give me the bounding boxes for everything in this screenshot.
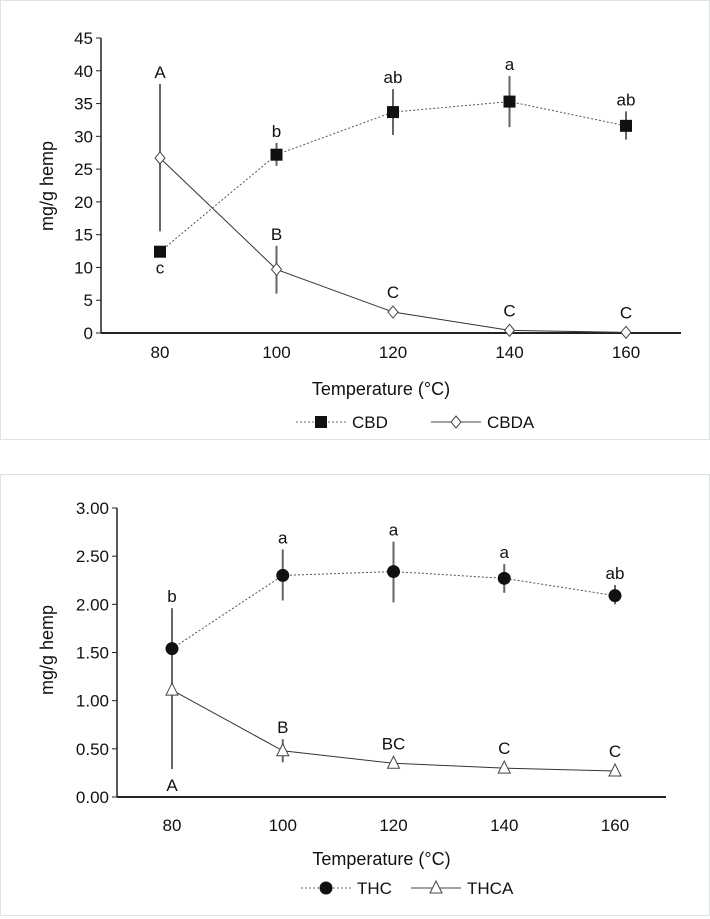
x-tick-label: 120: [379, 816, 407, 835]
data-point-thca: [608, 762, 622, 777]
x-tick-label: 100: [262, 343, 290, 362]
chart-cbd: 0 5 10 15 20 25 30 35 40 45 80 100 120 140 160 Temperat…: [37, 29, 681, 432]
data-point-cbd: [270, 148, 283, 161]
chart-panel-cbd: 0 5 10 15 20 25 30 35 40 45 80 100 120 140 160 Temperat…: [0, 0, 710, 440]
y-tick-label: 0.00: [76, 788, 109, 807]
y-tick-label: 20: [74, 193, 93, 212]
significance-letter: c: [156, 259, 165, 278]
data-point-cbd: [620, 119, 632, 132]
y-tick-label: 2.50: [76, 547, 109, 566]
series-line-thc: [171, 571, 616, 650]
y-tick-label: 10: [74, 258, 93, 277]
legend-marker-thc: [319, 881, 333, 895]
significance-letter: A: [166, 776, 178, 795]
data-point-thca: [386, 755, 401, 769]
data-point-cbda: [503, 323, 516, 338]
data-point-thc: [276, 568, 290, 582]
data-point-cbda: [154, 151, 166, 165]
y-tick-label: 1.00: [76, 692, 109, 711]
data-point-thca: [165, 681, 179, 696]
y-tick-label: 35: [74, 95, 93, 114]
y-tick-label: 1.50: [76, 644, 109, 663]
legend-label-cbd: CBD: [352, 413, 388, 432]
significance-letter: C: [387, 283, 399, 302]
significance-letter: a: [389, 521, 399, 540]
data-point-thca: [497, 759, 512, 774]
data-point-cbda: [620, 325, 632, 340]
y-tick-label: 40: [74, 62, 93, 81]
legend-marker-thca: [429, 879, 443, 894]
significance-letter: C: [609, 742, 621, 761]
data-point-cbda: [270, 262, 283, 277]
significance-letter: a: [505, 55, 515, 74]
x-tick-label: 160: [601, 816, 629, 835]
significance-letter: b: [272, 122, 281, 141]
data-point-thca: [275, 742, 290, 757]
x-tick-label: 140: [490, 816, 518, 835]
x-axis-title: Temperature (°C): [312, 379, 450, 399]
data-point-cbd: [154, 245, 166, 258]
significance-letter: C: [503, 301, 515, 320]
significance-letter: C: [498, 739, 510, 758]
significance-letter: ab: [617, 90, 636, 109]
y-axis-title: mg/g hemp: [37, 141, 57, 231]
significance-letter: C: [620, 303, 632, 322]
x-tick-label: 80: [163, 816, 182, 835]
y-tick-label: 15: [74, 226, 93, 245]
legend-label-thca: THCA: [467, 879, 514, 898]
x-tick-label: 100: [269, 816, 297, 835]
significance-letter: B: [277, 718, 288, 737]
y-tick-label: 3.00: [76, 499, 109, 518]
data-point-cbd: [387, 106, 399, 119]
y-tick-label: 30: [74, 127, 93, 146]
data-point-thc: [608, 589, 622, 603]
significance-letter: a: [278, 528, 288, 547]
significance-letter: ab: [384, 68, 403, 87]
significance-letter: BC: [382, 734, 406, 753]
y-tick-label: 0: [84, 324, 93, 343]
y-tick-label: 2.00: [76, 595, 109, 614]
y-tick-label: 0.50: [76, 740, 109, 759]
data-point-cbda: [387, 305, 399, 319]
y-tick-label: 45: [74, 29, 93, 48]
chart-thc: 0.00 0.50 1.00 1.50 2.00 2.50 3.00 80 100 120 140 1…: [37, 499, 666, 898]
significance-letter: b: [167, 587, 176, 606]
x-tick-label: 120: [379, 343, 407, 362]
x-axis-title: Temperature (°C): [312, 849, 450, 869]
significance-letter: a: [500, 543, 510, 562]
chart-panel-thc: 0.00 0.50 1.00 1.50 2.00 2.50 3.00 80 100 120 140 1…: [0, 474, 710, 916]
y-axis-title: mg/g hemp: [37, 605, 57, 695]
data-point-thc: [497, 571, 511, 585]
y-tick-label: 25: [74, 160, 93, 179]
legend-label-thc: THC: [357, 879, 392, 898]
significance-letter: B: [271, 225, 282, 244]
data-point-thc: [165, 642, 179, 656]
series-line-cbd: [159, 101, 627, 253]
data-point-thc: [387, 565, 400, 579]
x-tick-label: 160: [612, 343, 640, 362]
legend-label-cbda: CBDA: [487, 413, 535, 432]
significance-letter: A: [154, 63, 166, 82]
y-tick-label: 5: [84, 291, 93, 310]
x-tick-label: 140: [495, 343, 523, 362]
legend-marker-cbd: [315, 416, 327, 428]
significance-letter: ab: [606, 564, 625, 583]
data-point-cbd: [503, 95, 516, 108]
x-tick-label: 80: [151, 343, 170, 362]
legend-marker-cbda: [450, 415, 462, 429]
